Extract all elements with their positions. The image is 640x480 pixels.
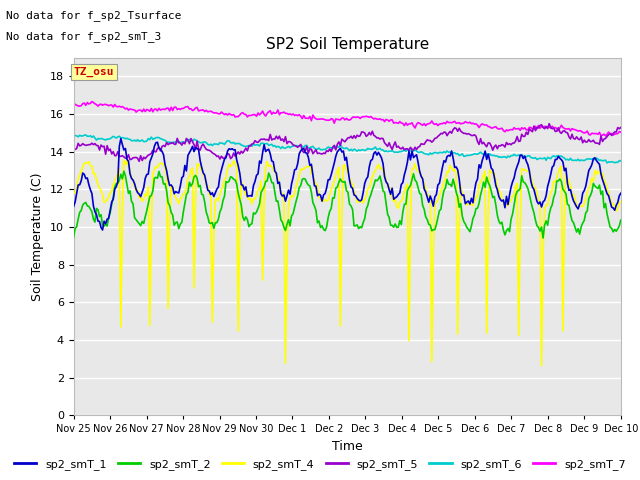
Title: SP2 Soil Temperature: SP2 Soil Temperature <box>266 37 429 52</box>
Legend: sp2_smT_1, sp2_smT_2, sp2_smT_4, sp2_smT_5, sp2_smT_6, sp2_smT_7: sp2_smT_1, sp2_smT_2, sp2_smT_4, sp2_smT… <box>10 455 630 474</box>
Text: No data for f_sp2_smT_3: No data for f_sp2_smT_3 <box>6 31 162 42</box>
Text: TZ_osu: TZ_osu <box>74 67 115 77</box>
Y-axis label: Soil Temperature (C): Soil Temperature (C) <box>31 172 44 300</box>
X-axis label: Time: Time <box>332 440 363 453</box>
Text: No data for f_sp2_Tsurface: No data for f_sp2_Tsurface <box>6 10 182 21</box>
